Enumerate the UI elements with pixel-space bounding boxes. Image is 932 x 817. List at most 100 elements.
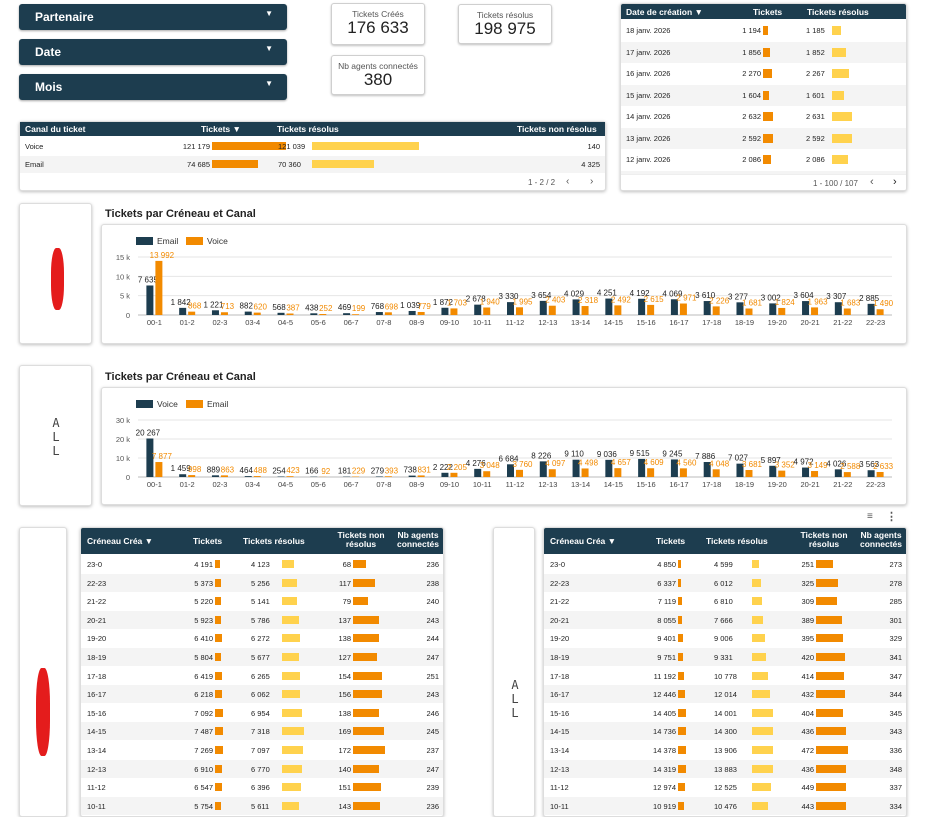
bar[interactable]	[811, 307, 818, 315]
col-header[interactable]: Date de création ▼	[626, 7, 703, 17]
bar[interactable]	[811, 471, 818, 477]
bar[interactable]	[582, 306, 589, 315]
bar[interactable]	[877, 472, 884, 477]
bar[interactable]	[319, 314, 326, 315]
bar[interactable]	[343, 313, 350, 315]
bar[interactable]	[614, 468, 621, 477]
bar[interactable]	[441, 473, 448, 477]
col-header[interactable]: Canal du ticket	[25, 124, 85, 134]
bar[interactable]	[179, 308, 186, 315]
col-header[interactable]: Tickets	[656, 536, 685, 546]
bar[interactable]	[376, 476, 383, 477]
bar[interactable]	[450, 308, 457, 315]
bar[interactable]	[352, 314, 359, 315]
bar[interactable]	[254, 476, 261, 477]
filter-partenaire[interactable]: Partenaire ▼	[19, 4, 287, 30]
bar[interactable]	[441, 308, 448, 315]
bar[interactable]	[713, 306, 720, 315]
bar[interactable]	[245, 476, 252, 477]
bar[interactable]	[450, 473, 457, 477]
bar[interactable]	[418, 475, 425, 477]
bar[interactable]	[844, 472, 851, 477]
col-header[interactable]: Tickets résolus	[807, 7, 869, 17]
bar[interactable]	[254, 313, 261, 315]
filter-date[interactable]: Date ▼	[19, 39, 287, 65]
bar[interactable]	[146, 285, 153, 315]
bar[interactable]	[212, 310, 219, 315]
bar[interactable]	[713, 469, 720, 477]
prev-page-icon[interactable]: ‹	[870, 176, 874, 188]
bar[interactable]	[483, 471, 490, 477]
bar[interactable]	[778, 471, 785, 477]
bar[interactable]	[516, 307, 523, 315]
col-header[interactable]: Tickets non résolus	[517, 124, 597, 134]
col-header[interactable]: Tickets non résolus	[333, 531, 389, 549]
col-header[interactable]: Tickets ▼	[201, 124, 241, 134]
bar[interactable]	[582, 468, 589, 477]
bar[interactable]	[745, 309, 752, 315]
bar[interactable]	[310, 313, 317, 315]
bar[interactable]	[868, 470, 875, 477]
col-header[interactable]: Tickets	[753, 7, 782, 17]
bar[interactable]	[680, 468, 687, 477]
col-header[interactable]: Tickets résolus	[277, 124, 339, 134]
col-header[interactable]: Nb agents connectés	[393, 531, 443, 549]
col-header[interactable]: Tickets résolus	[706, 536, 768, 546]
col-header[interactable]: Nb agents connectés	[856, 531, 906, 549]
col-header[interactable]: Tickets résolus	[243, 536, 305, 546]
bar[interactable]	[647, 468, 654, 477]
filter-mois[interactable]: Mois ▼	[19, 74, 287, 100]
col-header[interactable]: Tickets non résolus	[796, 531, 852, 549]
bar[interactable]	[409, 476, 416, 477]
bar[interactable]	[278, 313, 285, 315]
bar[interactable]	[221, 312, 228, 315]
bar[interactable]	[877, 309, 884, 315]
col-header[interactable]: Créneau Créa ▼	[87, 536, 153, 546]
bar[interactable]	[212, 475, 219, 477]
bar[interactable]	[418, 312, 425, 315]
bar[interactable]	[287, 476, 294, 477]
bar[interactable]	[188, 475, 195, 477]
bar[interactable]	[179, 474, 186, 477]
bar[interactable]	[245, 312, 252, 315]
bar[interactable]	[778, 308, 785, 315]
bar[interactable]	[844, 308, 851, 315]
bar[interactable]	[647, 305, 654, 315]
bar[interactable]	[155, 261, 162, 315]
bar[interactable]	[385, 312, 392, 315]
bar[interactable]	[549, 469, 556, 477]
bar[interactable]	[516, 470, 523, 477]
bar[interactable]	[221, 475, 228, 477]
col-header[interactable]: Tickets	[193, 536, 222, 546]
bar[interactable]	[680, 304, 687, 315]
bar[interactable]	[287, 314, 294, 315]
